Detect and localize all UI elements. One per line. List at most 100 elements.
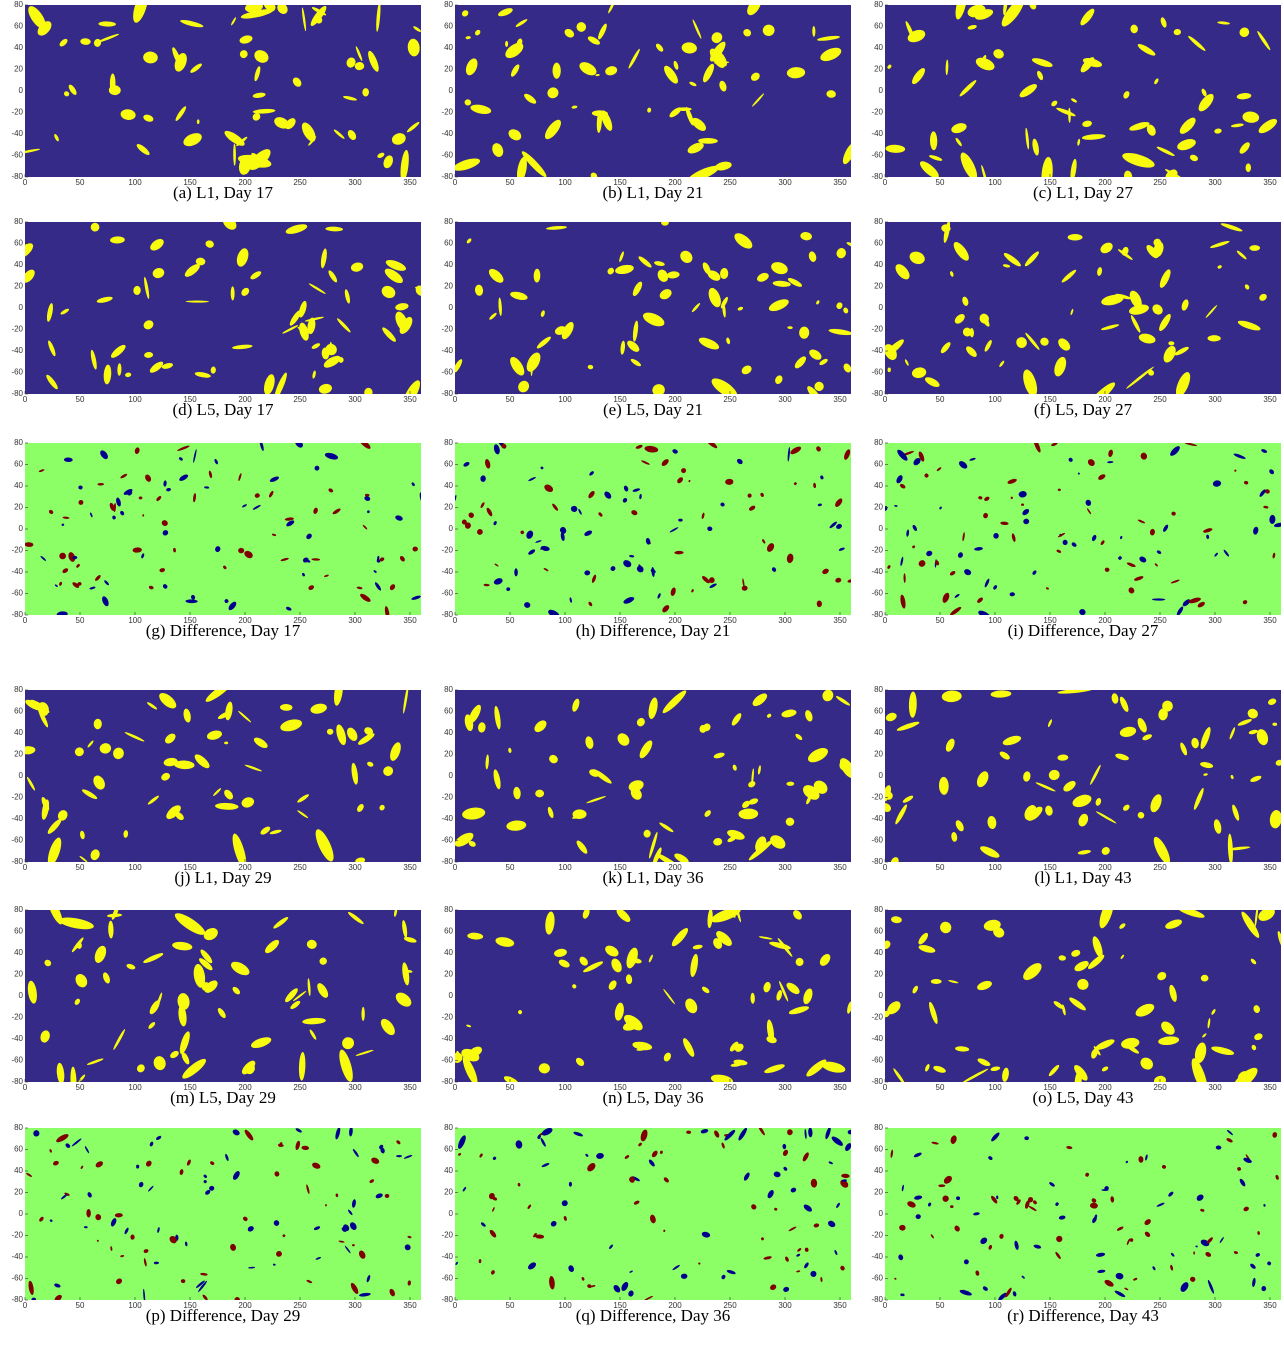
blob xyxy=(977,1058,991,1067)
blob xyxy=(535,540,542,543)
x-tick-label: 0 xyxy=(453,616,458,625)
blob xyxy=(1268,698,1277,706)
blob xyxy=(721,1142,725,1149)
blob xyxy=(973,1212,980,1216)
blob xyxy=(352,1148,359,1158)
blob xyxy=(805,710,813,722)
x-tick-label: 100 xyxy=(558,178,572,187)
plot-background xyxy=(885,443,1281,615)
x-tick-label: 250 xyxy=(1153,616,1167,625)
x-tick-label: 150 xyxy=(1043,616,1057,625)
blob xyxy=(1226,1129,1233,1136)
blob xyxy=(1058,955,1066,961)
x-tick-label: 300 xyxy=(348,863,362,872)
blob xyxy=(477,108,491,113)
blob xyxy=(56,611,68,615)
blob xyxy=(402,920,408,938)
blob xyxy=(821,1061,846,1073)
blob xyxy=(1259,293,1267,301)
blob xyxy=(313,1226,321,1231)
y-tick-label: 40 xyxy=(444,43,453,52)
blob xyxy=(1014,1240,1019,1250)
blob xyxy=(913,458,921,466)
blob xyxy=(1267,1261,1272,1266)
blob xyxy=(1033,1200,1037,1205)
x-tick-label: 200 xyxy=(238,616,252,625)
blob xyxy=(1233,453,1246,459)
blob xyxy=(59,38,68,47)
blob xyxy=(172,941,193,951)
y-tick-label: -60 xyxy=(441,368,453,377)
y-tick-label: 80 xyxy=(14,905,23,914)
blob xyxy=(713,938,723,949)
y-tick-label: -60 xyxy=(441,151,453,160)
blob xyxy=(885,940,891,949)
blob xyxy=(384,606,390,615)
blob xyxy=(145,474,152,482)
texture xyxy=(455,1128,851,1300)
blob xyxy=(1254,910,1259,928)
blob xyxy=(179,1169,184,1175)
blob xyxy=(203,1174,207,1179)
blob xyxy=(313,507,318,514)
x-tick-label: 100 xyxy=(558,395,572,404)
blob xyxy=(344,1245,351,1254)
blob xyxy=(319,957,327,965)
blob xyxy=(768,299,789,312)
y-tick-label: 0 xyxy=(879,771,884,780)
blob xyxy=(364,727,374,736)
panel: 0 50 100 150 200 250 300 350-80-60-40-200204060… xyxy=(11,0,421,202)
blob xyxy=(1123,91,1130,99)
y-tick-label: 80 xyxy=(874,217,883,226)
blob xyxy=(461,10,469,17)
y-tick-label: -20 xyxy=(871,793,883,802)
blob xyxy=(93,718,102,730)
blob xyxy=(885,803,891,812)
blob xyxy=(332,508,341,515)
blob xyxy=(1091,1048,1098,1059)
blob xyxy=(1233,1251,1238,1255)
blob xyxy=(709,583,717,589)
blob xyxy=(900,594,906,609)
blob xyxy=(582,910,590,919)
blob xyxy=(528,477,536,482)
blob xyxy=(918,945,936,953)
blob xyxy=(280,557,289,562)
blob xyxy=(72,582,80,588)
blob xyxy=(743,29,752,37)
blob xyxy=(252,108,276,114)
blob xyxy=(1137,812,1145,819)
blob xyxy=(138,1181,144,1188)
blob xyxy=(199,958,213,971)
blob xyxy=(74,998,81,1005)
blob xyxy=(767,1190,774,1199)
x-tick-label: 150 xyxy=(613,395,627,404)
blob xyxy=(384,268,403,284)
plot-background xyxy=(885,5,1281,177)
blob xyxy=(750,992,755,1004)
blob xyxy=(361,1006,365,1021)
blob xyxy=(724,1129,736,1141)
y-tick-label: 20 xyxy=(874,970,883,979)
blob xyxy=(1068,457,1073,462)
blob xyxy=(686,1130,692,1134)
blob xyxy=(1028,1205,1037,1212)
blob xyxy=(1016,1199,1021,1205)
blob xyxy=(90,222,100,232)
blob xyxy=(109,502,115,511)
blob xyxy=(1215,1145,1222,1150)
blob xyxy=(263,5,276,12)
blob xyxy=(1170,446,1180,456)
blob xyxy=(785,817,795,826)
blob xyxy=(977,980,992,991)
blob xyxy=(1174,346,1189,356)
y-tick-label: 20 xyxy=(874,503,883,512)
blob xyxy=(244,1129,254,1141)
blob xyxy=(1082,120,1092,127)
y-tick-label: 20 xyxy=(14,1188,23,1197)
blob xyxy=(1092,1216,1097,1224)
y-tick-label: -20 xyxy=(11,108,23,117)
blob xyxy=(458,1153,462,1156)
blob xyxy=(254,493,260,498)
blob xyxy=(178,457,183,461)
